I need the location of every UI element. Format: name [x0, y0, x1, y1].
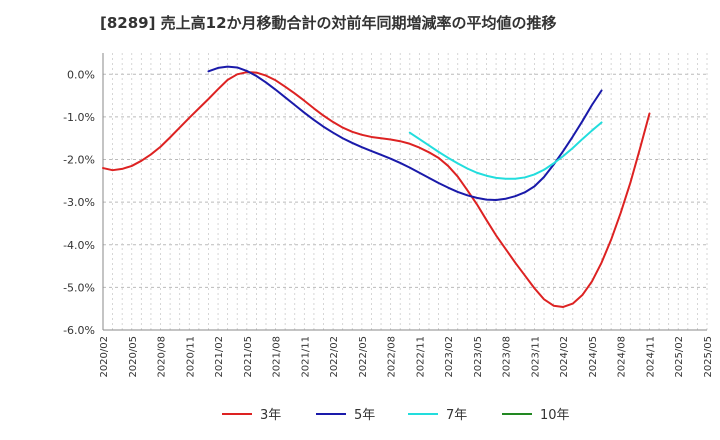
x-tick-label: 2022/05: [358, 336, 369, 378]
x-tick-label: 2024/05: [588, 336, 599, 378]
x-tick-label: 2023/11: [530, 336, 541, 378]
x-tick-label: 2023/08: [502, 336, 513, 378]
x-tick-label: 2024/11: [645, 336, 656, 378]
y-tick-label: -1.0%: [63, 111, 95, 124]
x-tick-label: 2022/11: [415, 336, 426, 378]
y-tick-label: 0.0%: [67, 68, 95, 81]
x-tick-label: 2021/11: [300, 336, 311, 378]
x-tick-label: 2021/05: [243, 336, 254, 378]
grid-lines: [102, 53, 708, 331]
x-tick-label: 2023/05: [473, 336, 484, 378]
y-tick-label: -6.0%: [63, 324, 95, 337]
x-tick-label: 2025/02: [674, 336, 685, 378]
y-tick-label: -2.0%: [63, 154, 95, 167]
x-tick-label: 2020/11: [185, 336, 196, 378]
legend-label-1: 5年: [354, 408, 375, 423]
x-tick-label: 2021/02: [214, 336, 225, 378]
y-tick-label: -4.0%: [63, 239, 95, 252]
chart-title: [8289] 売上高12か月移動合計の対前年同期増減率の平均値の推移: [100, 14, 557, 32]
x-tick-label: 2023/02: [444, 336, 455, 378]
x-tick-label: 2021/08: [272, 336, 283, 378]
series-line-1: [207, 65, 603, 202]
axes: [102, 53, 707, 331]
series-line-2: [408, 121, 603, 180]
x-tick-label: 2022/02: [329, 336, 340, 378]
y-axis-tick-labels: 0.0% -1.0% -2.0% -3.0% -4.0% -5.0% -6.0%: [63, 68, 95, 337]
legend-label-2: 7年: [446, 408, 467, 423]
x-tick-label: 2020/05: [128, 336, 139, 378]
x-tick-label: 2025/05: [703, 336, 714, 378]
x-tick-label: 2022/08: [387, 336, 398, 378]
y-tick-label: -5.0%: [63, 281, 95, 294]
x-axis-tick-labels: 2020/02 2020/05 2020/08 2020/11 2021/02 2021/…: [99, 336, 714, 378]
legend-label-3: 10年: [540, 408, 570, 423]
x-tick-label: 2020/02: [99, 336, 110, 378]
x-tick-label: 2024/02: [559, 336, 570, 378]
series-line-0: [102, 71, 651, 308]
legend: 3年 5年 7年 10年: [222, 408, 570, 423]
x-tick-label: 2024/08: [617, 336, 628, 378]
series-lines: [102, 65, 651, 308]
x-tick-label: 2020/08: [157, 336, 168, 378]
y-tick-label: -3.0%: [63, 196, 95, 209]
legend-label-0: 3年: [260, 408, 281, 423]
